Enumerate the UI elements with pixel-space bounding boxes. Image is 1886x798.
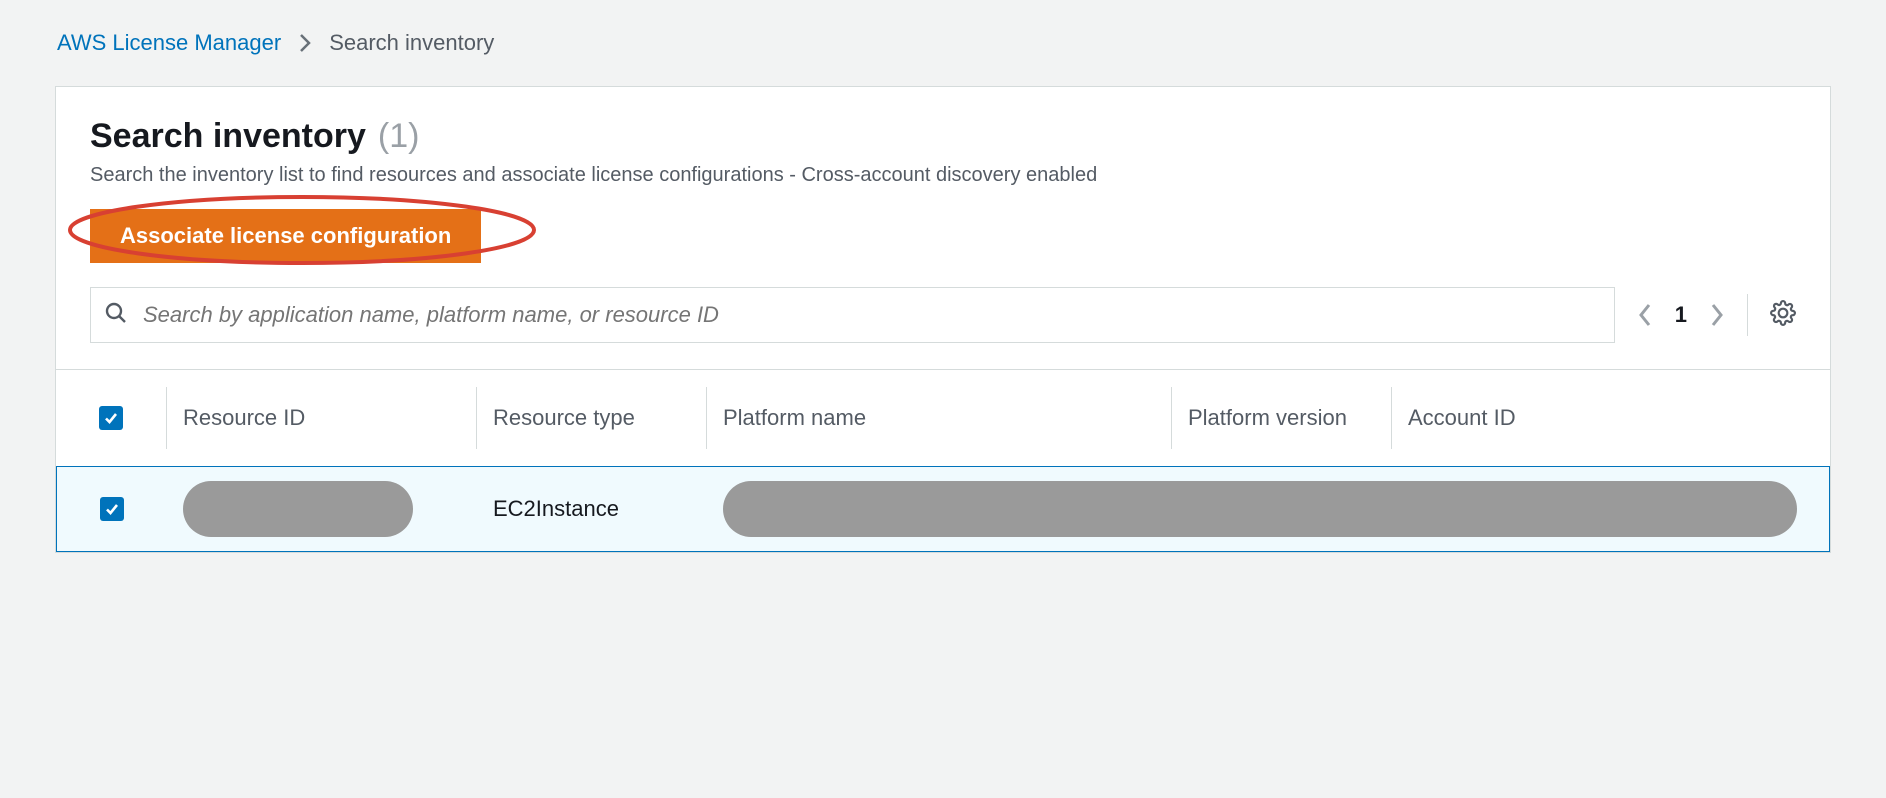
column-resource-id[interactable]: Resource ID xyxy=(166,387,476,449)
cell-resource-type: EC2Instance xyxy=(477,467,707,551)
pagination: 1 xyxy=(1615,287,1747,343)
chevron-right-icon xyxy=(299,33,311,53)
redacted-value xyxy=(183,481,413,537)
breadcrumb-root-link[interactable]: AWS License Manager xyxy=(57,30,281,56)
table-row[interactable]: EC2Instance xyxy=(56,466,1830,552)
settings-button[interactable] xyxy=(1770,300,1796,331)
result-count: (1) xyxy=(378,117,420,156)
breadcrumb-current: Search inventory xyxy=(329,30,494,56)
column-platform-name[interactable]: Platform name xyxy=(706,387,1171,449)
select-all-header xyxy=(56,387,166,449)
search-inventory-panel: Search inventory (1) Search the inventor… xyxy=(55,86,1831,553)
column-resource-type[interactable]: Resource type xyxy=(476,387,706,449)
search-input[interactable] xyxy=(141,301,1600,329)
associate-license-configuration-button[interactable]: Associate license configuration xyxy=(90,209,481,263)
cell-platform-name xyxy=(707,467,1829,551)
search-icon xyxy=(105,302,127,329)
row-checkbox[interactable] xyxy=(100,497,124,521)
redacted-value xyxy=(723,481,1797,537)
page-subtitle: Search the inventory list to find resour… xyxy=(90,164,1796,187)
current-page-number: 1 xyxy=(1675,302,1687,328)
breadcrumb: AWS License Manager Search inventory xyxy=(57,30,1831,56)
gear-icon xyxy=(1770,300,1796,331)
inventory-table: Resource ID Resource type Platform name … xyxy=(56,369,1830,552)
column-account-id[interactable]: Account ID xyxy=(1391,387,1830,449)
prev-page-button[interactable] xyxy=(1637,302,1653,328)
search-box[interactable] xyxy=(90,287,1615,343)
next-page-button[interactable] xyxy=(1709,302,1725,328)
cell-resource-id xyxy=(167,467,477,551)
page-title: Search inventory xyxy=(90,117,366,156)
column-platform-version[interactable]: Platform version xyxy=(1171,387,1391,449)
select-all-checkbox[interactable] xyxy=(99,406,123,430)
table-header-row: Resource ID Resource type Platform name … xyxy=(56,370,1830,466)
